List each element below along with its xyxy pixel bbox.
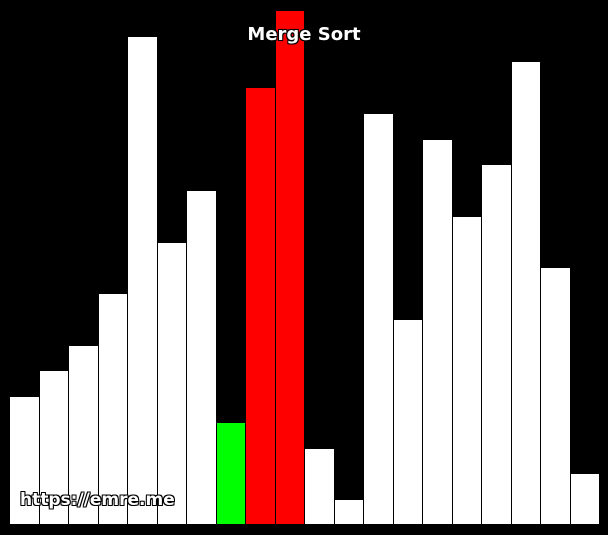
sort-bar xyxy=(186,190,217,525)
sort-bar xyxy=(392,319,423,525)
sort-bar xyxy=(215,422,246,525)
sort-bar xyxy=(156,242,187,525)
sort-bar xyxy=(127,36,158,525)
sort-bar xyxy=(569,473,600,525)
watermark-url: https://emre.me xyxy=(20,490,175,510)
sort-bar xyxy=(333,499,364,525)
sort-bar xyxy=(38,370,69,525)
sort-bar xyxy=(68,345,99,525)
sort-bar xyxy=(363,113,394,525)
sort-bar xyxy=(481,164,512,525)
sort-bar xyxy=(245,87,276,525)
sort-bar xyxy=(422,139,453,525)
sort-bar xyxy=(540,267,571,525)
sort-bar xyxy=(304,448,335,525)
sort-bar xyxy=(9,396,40,525)
algorithm-title: Merge Sort xyxy=(247,24,361,45)
sort-bar xyxy=(510,61,541,525)
sort-bar xyxy=(274,10,305,525)
sort-bar xyxy=(451,216,482,525)
